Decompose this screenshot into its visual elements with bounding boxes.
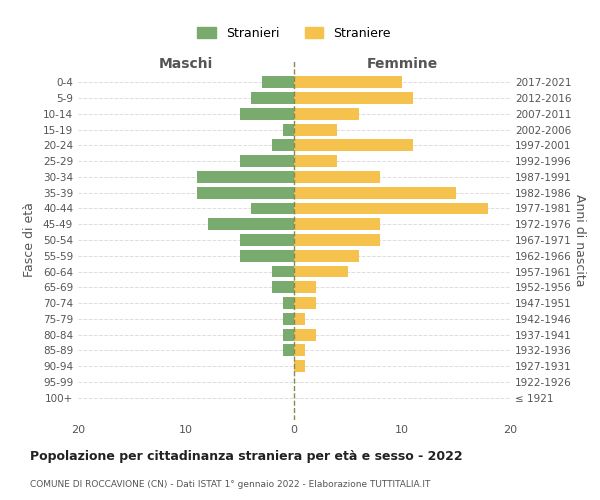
Bar — [294, 140, 413, 151]
Bar — [197, 171, 294, 183]
Bar — [197, 187, 294, 198]
Bar — [240, 250, 294, 262]
Bar — [272, 266, 294, 278]
Bar — [294, 124, 337, 136]
Bar — [294, 297, 316, 309]
Bar — [294, 218, 380, 230]
Text: Femmine: Femmine — [367, 57, 437, 71]
Bar — [283, 328, 294, 340]
Bar — [272, 282, 294, 293]
Bar — [294, 187, 456, 198]
Y-axis label: Fasce di età: Fasce di età — [23, 202, 36, 278]
Bar — [262, 76, 294, 88]
Bar — [294, 171, 380, 183]
Bar — [283, 297, 294, 309]
Text: COMUNE DI ROCCAVIONE (CN) - Dati ISTAT 1° gennaio 2022 - Elaborazione TUTTITALIA: COMUNE DI ROCCAVIONE (CN) - Dati ISTAT 1… — [30, 480, 430, 489]
Bar — [294, 282, 316, 293]
Text: Popolazione per cittadinanza straniera per età e sesso - 2022: Popolazione per cittadinanza straniera p… — [30, 450, 463, 463]
Y-axis label: Anni di nascita: Anni di nascita — [572, 194, 586, 286]
Bar — [294, 328, 316, 340]
Bar — [294, 155, 337, 167]
Bar — [283, 344, 294, 356]
Bar — [294, 250, 359, 262]
Bar — [251, 202, 294, 214]
Bar — [294, 266, 348, 278]
Bar — [294, 344, 305, 356]
Bar — [240, 234, 294, 246]
Bar — [283, 313, 294, 325]
Bar — [240, 108, 294, 120]
Bar — [272, 140, 294, 151]
Bar — [294, 360, 305, 372]
Bar — [294, 234, 380, 246]
Bar — [294, 76, 402, 88]
Bar — [283, 124, 294, 136]
Bar — [208, 218, 294, 230]
Text: Maschi: Maschi — [159, 57, 213, 71]
Bar — [294, 202, 488, 214]
Bar — [294, 108, 359, 120]
Bar — [240, 155, 294, 167]
Bar — [251, 92, 294, 104]
Bar — [294, 92, 413, 104]
Bar — [294, 313, 305, 325]
Legend: Stranieri, Straniere: Stranieri, Straniere — [193, 23, 395, 44]
